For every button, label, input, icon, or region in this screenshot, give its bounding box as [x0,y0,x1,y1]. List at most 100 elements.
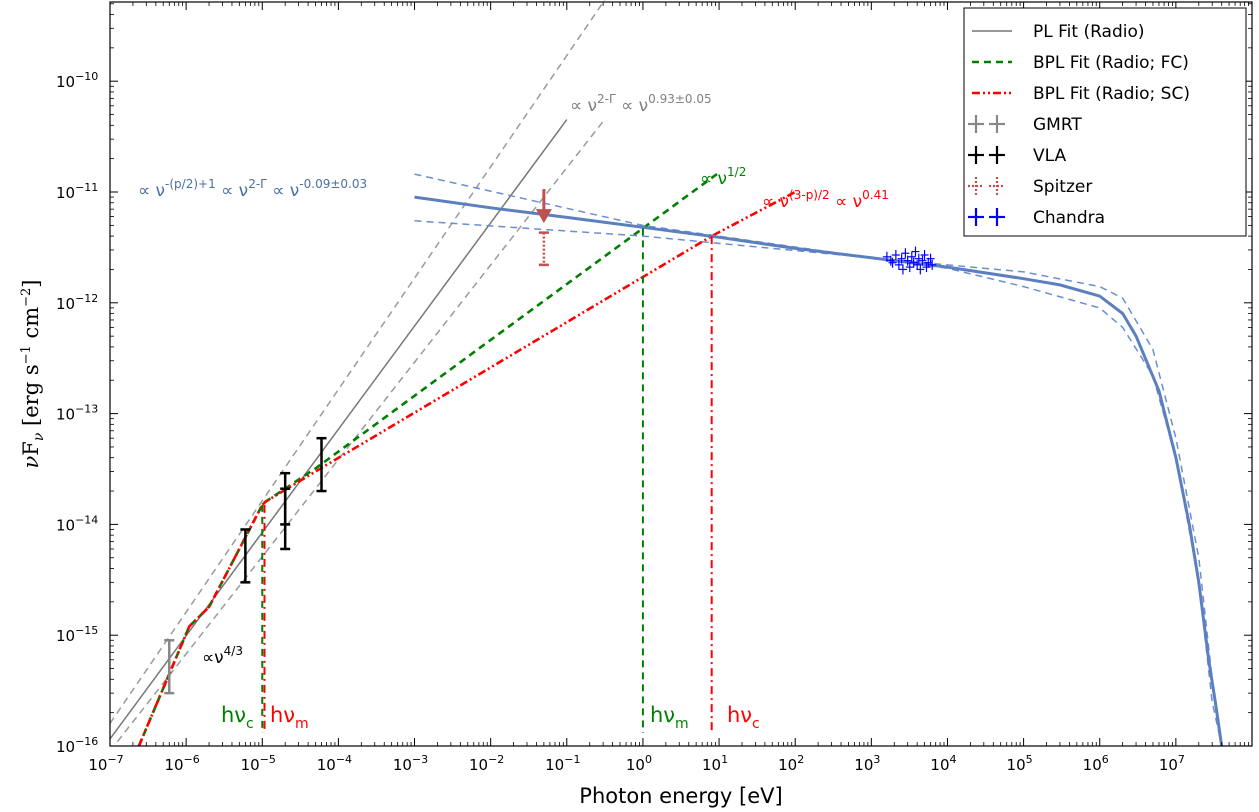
y-tick-exp-0: −16 [75,735,98,748]
y-tick-label-0: 10−16 [56,735,98,756]
annotation-5: hνc [221,703,254,732]
chandra-point-7 [901,248,910,259]
annotation-1-mid: ∝ ν [216,181,248,201]
series-0-band-lower [113,118,606,746]
chandra-point-21 [928,259,937,270]
chandra-point-5 [897,253,906,264]
y-tick-exp-6: −10 [75,70,98,83]
x-tick-label-11: 104 [930,753,956,774]
series-1-line [137,171,720,746]
legend-entry-4: VLA [968,146,1066,166]
annotation-3-sup: (3-p)/2 [789,188,830,202]
legend-label-1: BPL Fit (Radio; FC) [1033,53,1189,73]
x-tick-label-2: 10−5 [241,753,276,774]
legend-label-3: GMRT [1033,115,1082,135]
y-tick-label-6: 10−10 [56,70,98,91]
y-tick-exp-3: −13 [75,403,98,416]
plot-border [109,1,1253,747]
vla-point-0 [240,528,251,584]
annotation-5-sub: c [246,716,254,732]
chandra-point-15 [916,264,925,275]
annotation-1-prefix: ∝ ν [138,181,165,201]
legend-entry-1: BPL Fit (Radio; FC) [972,53,1189,73]
legend-entry-6: Chandra [968,208,1105,228]
annotation-2-prefix: ∝ ν [700,169,727,189]
series-3-band-lower [414,220,1223,746]
annotation-6: hνm [270,703,309,732]
y-tick-exp-2: −14 [75,513,98,526]
annotation-8-prefix: hν [727,703,752,727]
annotation-1-sup: -(p/2)+1 [165,177,216,191]
x-tick-exp-3: −4 [336,753,352,766]
y-tick-label-5: 10−11 [56,181,98,202]
x-tick-label-7: 100 [626,753,652,774]
chandra-point-4 [894,259,903,270]
annotation-7-sub: m [675,716,689,732]
legend-label-2: BPL Fit (Radio; SC) [1033,84,1190,104]
x-tick-exp-7: 0 [645,753,652,766]
x-tick-exp-10: 3 [873,753,880,766]
x-tick-exp-8: 1 [721,753,728,766]
annotation-3-sup2: 0.41 [862,188,889,202]
x-tick-label-9: 102 [778,753,804,774]
plot-area [110,0,1224,746]
x-tick-exp-11: 4 [950,753,957,766]
legend-label-4: VLA [1033,146,1066,166]
x-tick-label-5: 10−2 [469,753,504,774]
chandra-point-14 [914,253,923,264]
annotation-3-mid: ∝ ν [830,192,862,212]
spitzer-point-0 [538,231,549,267]
x-tick-exp-5: −2 [488,753,504,766]
annotation-4: ∝ν4/3 [202,644,243,668]
legend-entry-3: GMRT [968,115,1082,135]
annotation-6-sub: m [295,716,309,732]
x-tick-label-14: 107 [1159,753,1185,774]
annotation-7-prefix: hν [650,703,675,727]
y-label-units: [erg s [19,364,43,432]
x-tick-exp-4: −3 [412,753,428,766]
x-tick-label-12: 105 [1007,753,1033,774]
x-tick-exp-0: −7 [107,753,123,766]
y-tick-label-4: 10−12 [56,292,98,313]
x-tick-label-0: 10−7 [88,753,123,774]
annotation-1: ∝ ν-(p/2)+1 ∝ ν2-Γ ∝ ν-0.09±0.03 [138,177,367,201]
chandra-point-6 [898,264,907,275]
series-0-band-upper [110,0,606,724]
x-axis-label: Photon energy [eV] [579,784,782,808]
chandra-point-8 [903,255,912,266]
x-tick-label-10: 103 [854,753,880,774]
y-tick-exp-5: −11 [75,181,98,194]
chandra-point-2 [888,257,897,268]
x-tick-label-13: 106 [1083,753,1109,774]
annotation-2: ∝ ν1/2 [700,165,746,189]
series-2-line [137,190,796,746]
x-tick-exp-13: 6 [1102,753,1109,766]
annotation-3-prefix: ∝ ν [762,192,789,212]
vla-point-3 [316,436,327,493]
annotation-0-sup: 2-Γ [597,92,616,106]
annotation-0: ∝ ν2-Γ ∝ ν0.93±0.05 [570,92,712,116]
chandra-point-1 [886,255,895,266]
chandra-point-20 [926,253,935,264]
chandra-point-12 [911,246,920,257]
annotation-4-sup: 4/3 [224,644,243,658]
legend-entry-2: BPL Fit (Radio; SC) [972,84,1190,104]
axes-frame [109,1,1253,747]
x-tick-exp-1: −6 [184,753,200,766]
annotation-1-mid2: ∝ ν [267,181,299,201]
y-label-close: ] [19,279,43,287]
y-tick-label-2: 10−14 [56,513,98,534]
annotation-8: hνc [727,703,760,732]
chandra-point-18 [922,262,931,273]
vla-point-2 [280,471,291,526]
y-axis-label: νFν [erg s−1 cm−2] [19,279,47,468]
x-tick-exp-6: −1 [564,753,580,766]
series-0-line [110,119,568,740]
annotations: ∝ ν2-Γ ∝ ν0.93±0.05∝ ν-(p/2)+1 ∝ ν2-Γ ∝ … [138,92,889,732]
annotation-5-prefix: hν [221,703,246,727]
chandra-point-9 [905,262,914,273]
x-tick-label-6: 10−1 [545,753,580,774]
legend: PL Fit (Radio) BPL Fit (Radio; FC) BPL Fit… [963,7,1247,237]
series-3-line [414,195,1224,746]
